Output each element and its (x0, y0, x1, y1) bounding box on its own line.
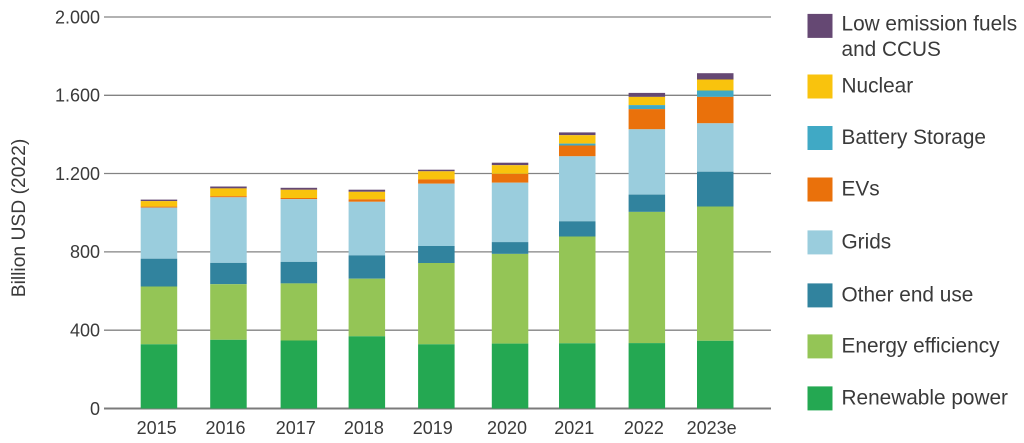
svg-text:1.600: 1.600 (55, 86, 100, 106)
svg-text:0: 0 (90, 399, 100, 419)
svg-text:Energy efficiency: Energy efficiency (842, 335, 1001, 358)
svg-text:1.200: 1.200 (55, 164, 100, 184)
svg-text:Renewable power: Renewable power (842, 387, 1009, 410)
svg-text:Nuclear: Nuclear (842, 75, 914, 98)
svg-text:Billion USD (2022): Billion USD (2022) (9, 139, 30, 298)
svg-text:2022: 2022 (624, 418, 664, 438)
svg-text:Other end use: Other end use (842, 284, 974, 307)
svg-text:2023e: 2023e (687, 418, 737, 438)
svg-text:2015: 2015 (137, 418, 177, 438)
svg-text:Grids: Grids (842, 231, 892, 254)
svg-text:2017: 2017 (276, 418, 316, 438)
svg-text:800: 800 (70, 242, 100, 262)
svg-text:2.000: 2.000 (55, 7, 100, 27)
svg-text:Battery Storage: Battery Storage (842, 126, 987, 149)
svg-text:400: 400 (70, 321, 100, 341)
svg-text:2021: 2021 (554, 418, 594, 438)
svg-text:and CCUS: and CCUS (842, 38, 941, 61)
svg-text:2019: 2019 (413, 418, 453, 438)
svg-text:2018: 2018 (344, 418, 384, 438)
svg-text:2016: 2016 (205, 418, 245, 438)
svg-text:2020: 2020 (487, 418, 527, 438)
svg-text:Low emission fuels: Low emission fuels (842, 13, 1018, 36)
svg-text:EVs: EVs (842, 178, 880, 201)
